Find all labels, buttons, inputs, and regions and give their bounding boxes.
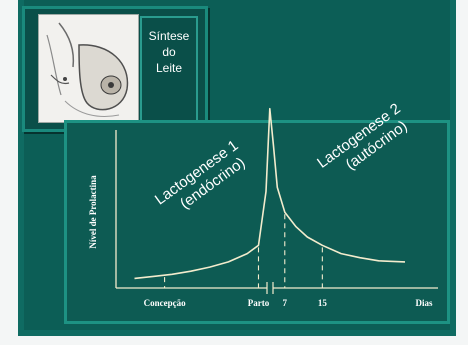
annotation-lactogenese-1: Lactogenese 1 (endócrino)	[152, 134, 256, 223]
marker-lines	[164, 214, 323, 288]
axis-break-gap	[267, 284, 273, 292]
annotation-lactogenese-2: Lactogenese 2 (autócrino)	[314, 98, 418, 187]
title-line-1: Síntese	[148, 29, 190, 43]
x-axis-label: Dias	[415, 298, 433, 308]
axis-break	[266, 282, 274, 294]
prolactin-curve	[134, 107, 406, 280]
x-tick-label-7: 7	[283, 298, 288, 308]
title-line-2: do	[162, 45, 176, 59]
x-tick-label-parto: Parto	[248, 298, 270, 308]
x-tick-label-concepcao: Concepção	[144, 298, 186, 308]
title-line-3: Leite	[155, 61, 183, 75]
chart-panel	[64, 120, 450, 324]
illustration-breast	[38, 14, 139, 123]
y-axis-label: Nível de Prolactina	[88, 175, 98, 249]
x-tick-label-15: 15	[318, 298, 328, 308]
